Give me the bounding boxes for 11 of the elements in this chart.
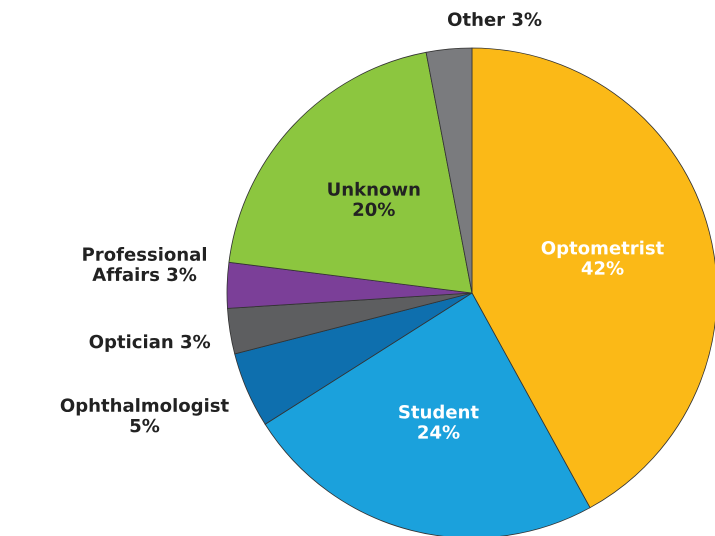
slice-label: Professional Affairs 3% [83,246,206,282]
data-label: 20% [354,202,395,216]
data-label: 24% [418,425,460,439]
data-label: 5% [130,418,160,432]
slice-label: Ophthalmologist [60,398,229,416]
slice-label: Other 3% [448,12,542,26]
slice-label: Unknown [328,182,420,196]
data-label: 42% [582,261,624,275]
slice-label: Student [399,404,479,419]
slice-label: Optician 3% [90,334,210,352]
slice-label: Optometrist [542,240,664,258]
